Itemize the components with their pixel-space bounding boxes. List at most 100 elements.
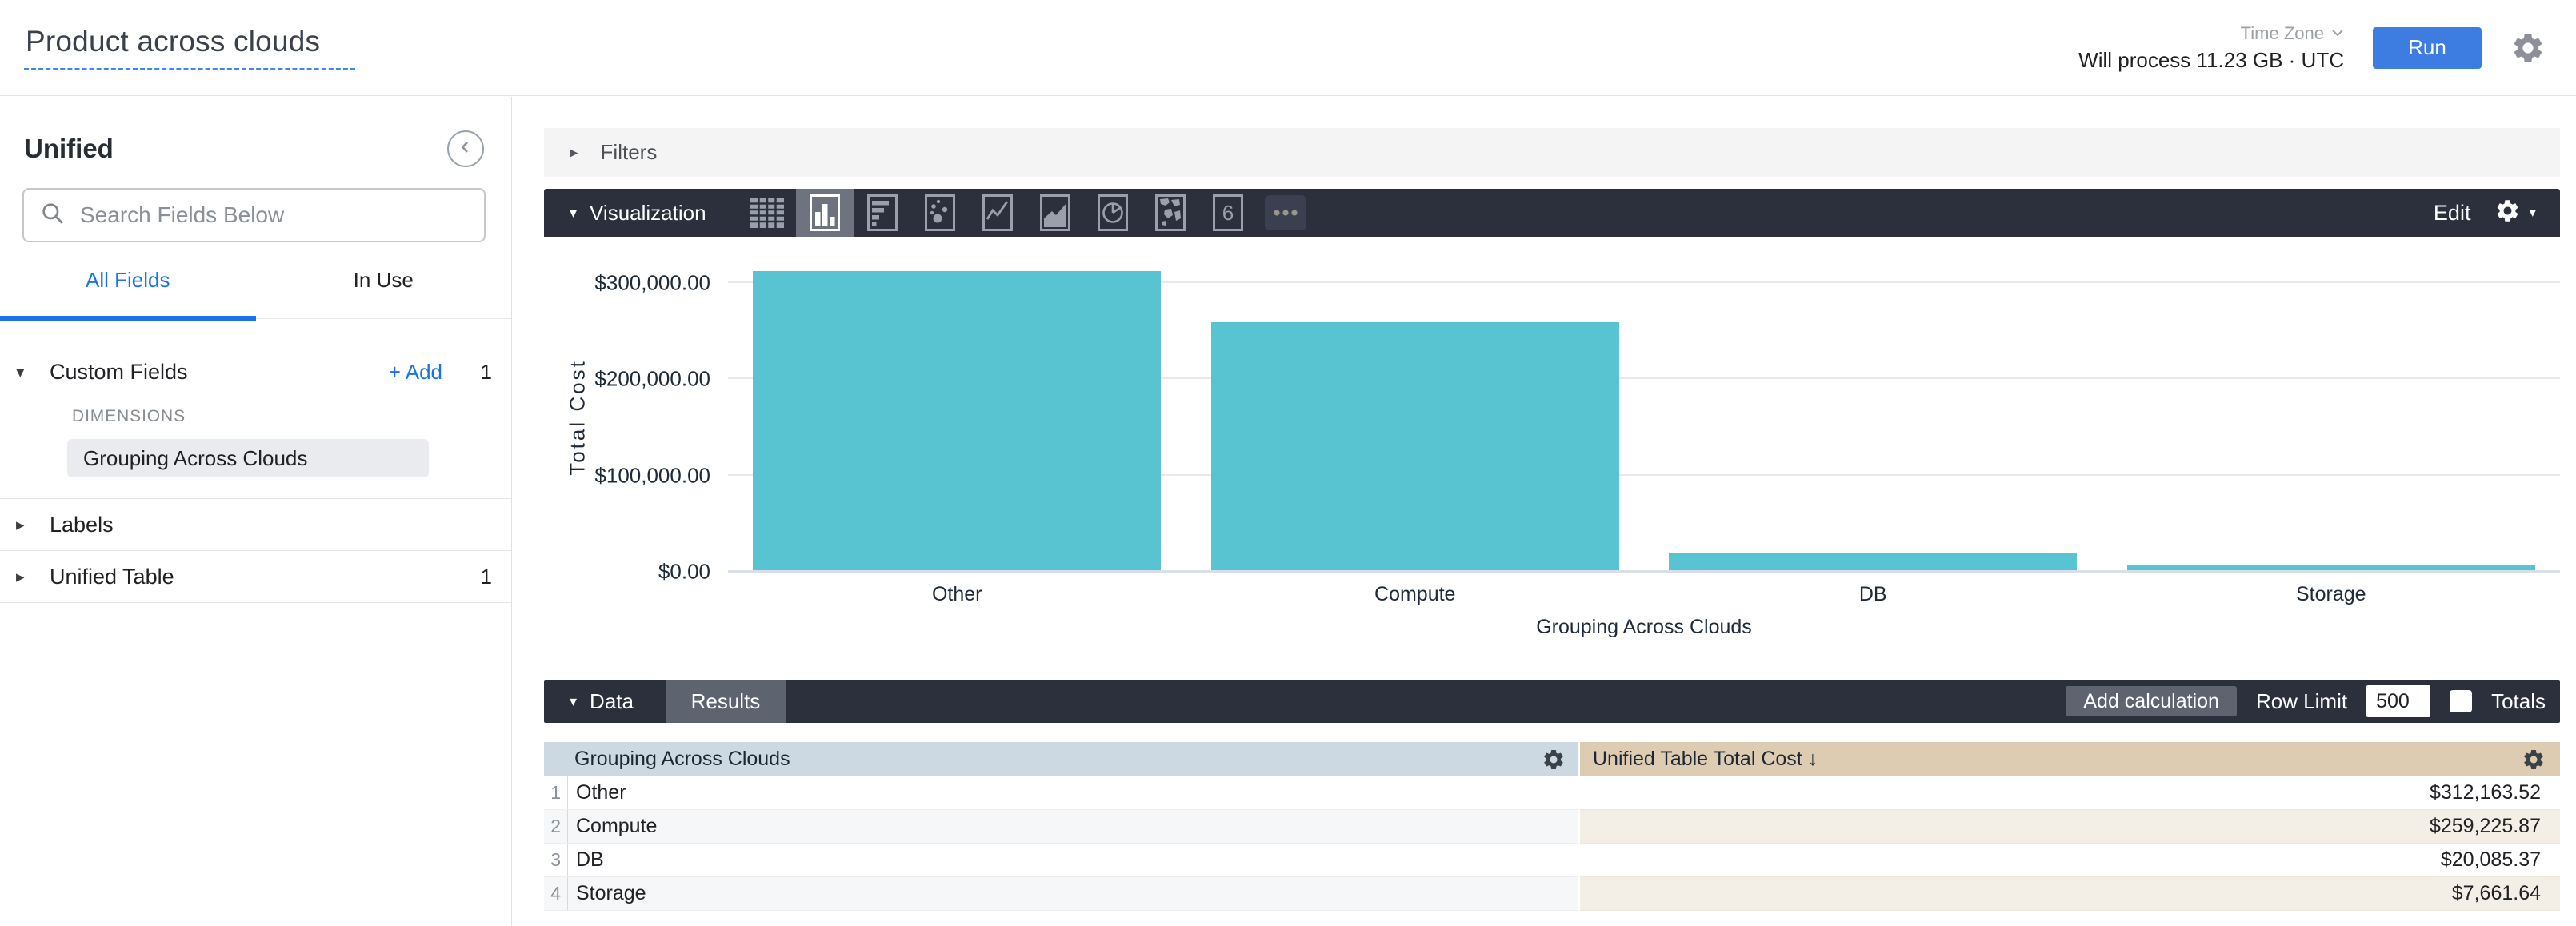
search-fields-box[interactable] [22, 188, 486, 242]
caret-down-icon[interactable]: ▾ [16, 362, 25, 381]
dimension-cell[interactable]: 4 Storage [544, 877, 1578, 911]
viz-toolbar-right: Edit ▾ [2434, 189, 2560, 237]
field-picker-sidebar: Unified All Fields In Use ▾ Custom Field… [0, 97, 512, 926]
table-row: 2 Compute $259,225.87 [544, 810, 2560, 844]
x-category-label: Storage [2295, 583, 2366, 605]
row-number: 2 [544, 810, 568, 843]
caret-down-icon: ▾ [570, 693, 578, 709]
row-limit-input[interactable] [2366, 685, 2431, 717]
table-row: 4 Storage $7,661.64 [544, 877, 2560, 911]
bars-row [728, 264, 2560, 572]
data-section-toggle[interactable]: ▾ Data [544, 680, 666, 723]
dimension-value: Storage [576, 882, 646, 904]
edit-button[interactable]: Edit [2433, 200, 2471, 225]
viz-type-line-button[interactable] [969, 189, 1026, 237]
field-grouping-across-clouds[interactable]: Grouping Across Clouds [67, 439, 429, 477]
process-info: Will process 11.23 GB · UTC [2078, 47, 2344, 72]
bar-db[interactable] [1669, 552, 2077, 572]
visualization-toolbar: ▾ Visualization 6 Edit ▾ [544, 189, 2560, 237]
y-tick-label: $200,000.00 [594, 366, 710, 391]
bar-compute[interactable] [1210, 322, 1619, 572]
caret-right-icon[interactable]: ▸ [16, 567, 25, 586]
filters-label: Filters [600, 140, 658, 164]
totals-checkbox[interactable] [2450, 690, 2473, 712]
viz-type-area-button[interactable] [1026, 189, 1084, 237]
caret-right-icon[interactable]: ▸ [16, 515, 25, 534]
column-divider [1578, 810, 1580, 844]
gridline [728, 281, 2560, 284]
column-divider [1578, 877, 1580, 911]
dimension-value: Other [576, 781, 626, 804]
gridline [728, 377, 2560, 380]
x-category-label: Compute [1374, 583, 1456, 605]
tab-in-use[interactable]: In Use [353, 268, 414, 292]
dimension-cell[interactable]: 2 Compute [544, 810, 1578, 844]
row-number: 3 [544, 844, 568, 876]
column-divider [1578, 776, 1580, 810]
bar-chart: Total Cost $0.00 $100,000.00 $200,000.00 $3… [544, 237, 2560, 680]
measure-cell[interactable]: $312,163.52 [1580, 776, 2560, 810]
viz-type-bar-button[interactable] [854, 189, 911, 237]
column-gear-icon[interactable] [2522, 748, 2546, 772]
filters-section[interactable]: ▸ Filters [544, 128, 2560, 177]
gear-icon [2494, 198, 2521, 228]
row-number: 1 [544, 776, 568, 809]
dimension-cell[interactable]: 3 DB [544, 844, 1578, 877]
x-axis-title: Grouping Across Clouds [1536, 616, 1752, 638]
x-category-label: Other [931, 583, 982, 605]
section-labels[interactable]: ▸ Labels [0, 499, 511, 550]
column-divider [1578, 742, 1580, 776]
viz-type-scatter-button[interactable] [911, 189, 969, 237]
measure-cell[interactable]: $20,085.37 [1580, 844, 2560, 877]
active-tab-underline [0, 316, 256, 321]
column-header-measure[interactable]: Unified Table Total Cost ↓ [1580, 742, 2560, 776]
dimension-value: DB [576, 848, 604, 871]
section-unified-table[interactable]: ▸ Unified Table 1 [0, 551, 511, 602]
add-calculation-button[interactable]: Add calculation [2066, 686, 2237, 716]
collapse-panel-button[interactable] [447, 130, 484, 167]
viz-type-single-value-button[interactable]: 6 [1199, 189, 1257, 237]
measure-cell[interactable]: $7,661.64 [1580, 877, 2560, 911]
dimension-column-label: Grouping Across Clouds [574, 748, 790, 770]
row-limit-label: Row Limit [2255, 689, 2348, 713]
dimensions-group-label: DIMENSIONS [72, 407, 186, 425]
table-row: 1 Other $312,163.52 [544, 776, 2560, 810]
time-zone-dropdown[interactable]: Time Zone [2241, 23, 2344, 44]
main-panel: ▸ Filters ▾ Visualization 6 Edit ▾ Total… [544, 97, 2560, 911]
page-title[interactable]: Product across clouds [24, 25, 356, 70]
time-zone-label: Time Zone [2240, 22, 2324, 43]
search-input[interactable] [80, 202, 468, 228]
unified-table-count: 1 [480, 564, 492, 589]
viz-type-map-button[interactable] [1142, 189, 1199, 237]
custom-fields-count: 1 [480, 359, 492, 384]
viz-type-more-button[interactable] [1257, 189, 1314, 237]
y-tick-label: $100,000.00 [594, 463, 710, 488]
measure-cell[interactable]: $259,225.87 [1580, 810, 2560, 844]
run-button[interactable]: Run [2373, 26, 2482, 69]
tab-all-fields[interactable]: All Fields [86, 268, 170, 292]
column-gear-icon[interactable] [1542, 748, 1566, 772]
table-body: 1 Other $312,163.52 2 Compute $259,225.87 3 DB $… [544, 776, 2560, 911]
bar-slot [2102, 264, 2561, 572]
viz-type-column-button[interactable] [795, 189, 854, 237]
bar-slot [1644, 264, 2102, 572]
x-axis-labels: Other Compute DB Storage [728, 583, 2560, 606]
viz-settings-button[interactable]: ▾ [2494, 198, 2536, 228]
dimension-cell[interactable]: 1 Other [544, 776, 1578, 810]
visualization-section-toggle[interactable]: ▾ Visualization [544, 189, 738, 237]
section-custom-fields: ▾ Custom Fields + Add 1 DIMENSIONS Group… [0, 319, 511, 499]
bar-storage[interactable] [2126, 564, 2535, 572]
custom-fields-row[interactable]: ▾ Custom Fields + Add 1 [0, 346, 511, 397]
measure-column-label: Unified Table Total Cost ↓ [1593, 748, 1818, 770]
tab-results[interactable]: Results [665, 680, 786, 723]
x-category-label: DB [1858, 583, 1887, 605]
add-custom-field-button[interactable]: + Add [388, 359, 442, 384]
viz-type-pie-button[interactable] [1084, 189, 1142, 237]
data-toolbar-right: Add calculation Row Limit Totals [2066, 680, 2560, 723]
column-header-dimension[interactable]: Grouping Across Clouds [544, 742, 1578, 776]
table-row: 3 DB $20,085.37 [544, 844, 2560, 877]
settings-gear-icon[interactable] [2510, 30, 2546, 66]
data-toolbar: ▾ Data Results Add calculation Row Limit… [544, 680, 2560, 723]
bar-other[interactable] [753, 271, 1161, 572]
viz-type-table-button[interactable] [738, 189, 796, 237]
